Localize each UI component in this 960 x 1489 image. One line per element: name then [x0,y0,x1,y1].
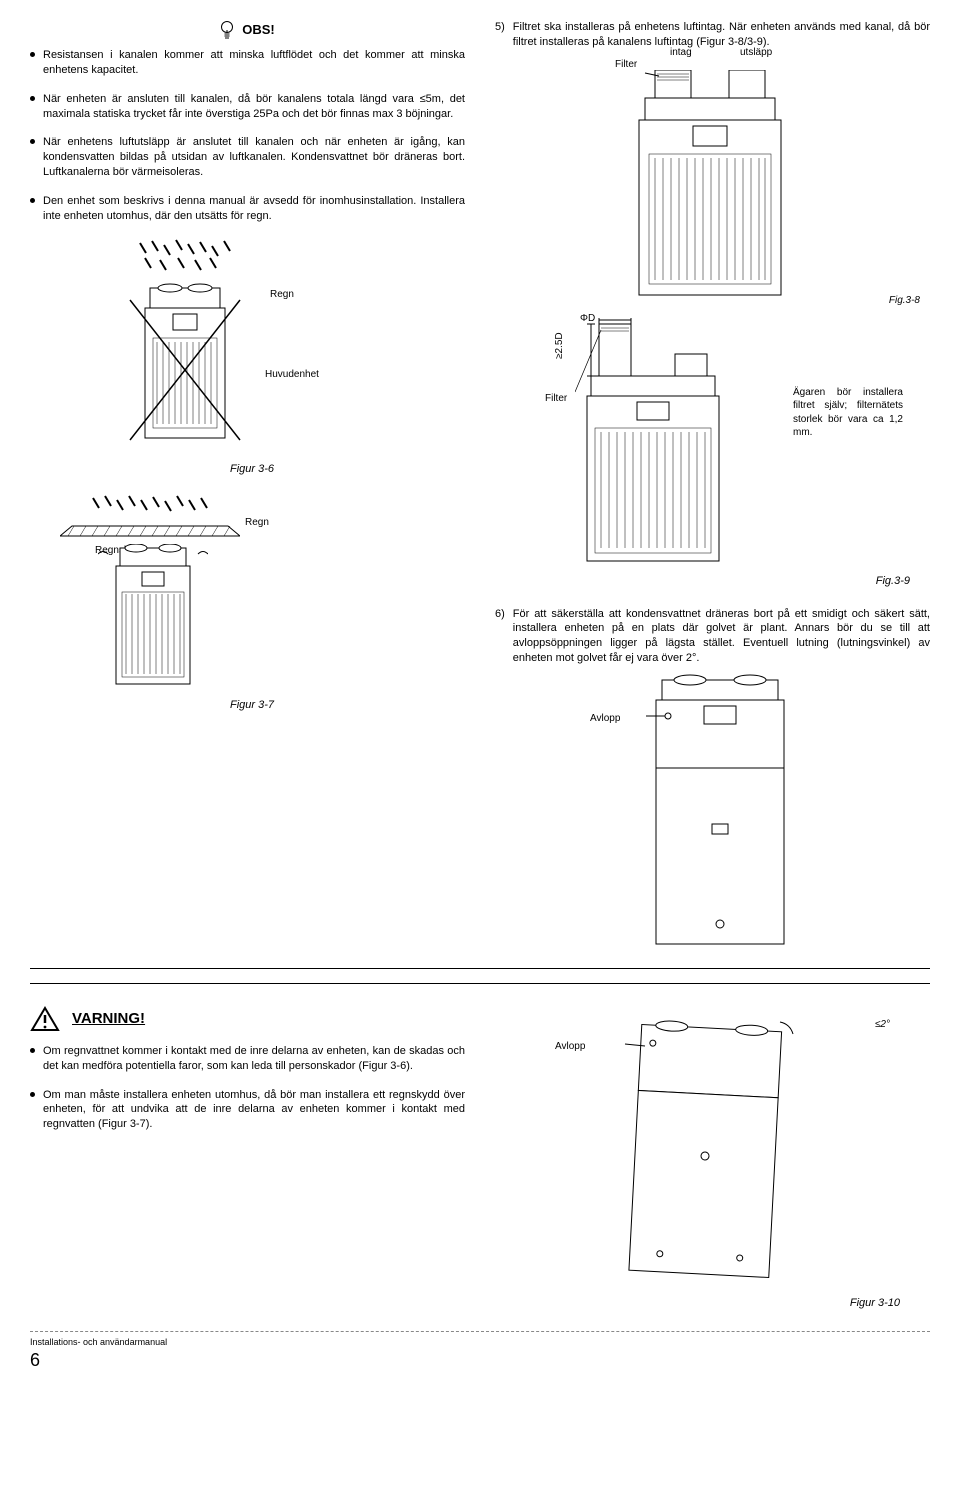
unit-icon-2 [98,544,208,694]
figure-3-6: Regn Huvudenhet [70,238,370,458]
bullet-dot [30,1048,35,1053]
warning-triangle-icon [30,1006,60,1032]
bullet-4-text: Den enhet som beskrivs i denna manual är… [43,194,465,224]
label-angle: ≤2° [875,1018,890,1032]
item-5: 5) Filtret ska installeras på enhetens l… [495,20,930,50]
bullet-2-text: När enheten är ansluten till kanalen, då… [43,92,465,122]
label-25d: ≥2.5D [553,332,567,359]
page-number: 6 [30,1348,930,1372]
varning-bullet-1: Om regnvattnet kommer i kontakt med de i… [30,1044,465,1074]
page-footer: Installations- och användarmanual 6 [30,1331,930,1372]
item-6-text: För att säkerställa att kondensvattnet d… [513,607,930,666]
unit-fig38-icon [615,70,825,305]
num-6: 6) [495,607,505,666]
bullet-dot [30,198,35,203]
footer-text: Installations- och användarmanual [30,1336,930,1348]
varning-bullet-2: Om man måste installera enheten utomhus,… [30,1088,465,1133]
bullet-1-text: Resistansen i kanalen kommer att minska … [43,48,465,78]
figure-3-10: Avlopp ≤2° [495,1016,930,1296]
figure-3-9: ΦD ≥2.5D Filter [495,314,930,574]
divider-1 [30,968,930,969]
figure-3-7: Regn Regnskydd [50,494,380,694]
rain-icon-2 [85,494,215,522]
fig-3-10-label: Figur 3-10 [495,1296,900,1311]
label-avlopp-1: Avlopp [590,712,620,726]
bullet-2: När enheten är ansluten till kanalen, då… [30,92,465,122]
rain-shield-icon [60,520,240,540]
obs-header: OBS! [30,20,465,40]
lightbulb-icon [220,20,234,40]
fig-3-7-label: Figur 3-7 [230,698,465,713]
label-huvudenhet: Huvudenhet [265,368,319,382]
label-intag: intag [670,46,692,60]
bullet-1: Resistansen i kanalen kommer att minska … [30,48,465,78]
bullet-3: När enhetens luftutsläpp är anslutet til… [30,135,465,180]
num-5: 5) [495,20,505,50]
filter-owner-note: Ägaren bör installera filtret själv; fil… [793,386,903,440]
bullet-dot [30,1092,35,1097]
fig-3-8-label: Fig.3-8 [889,294,920,308]
unit-crossed-icon [125,280,245,450]
obs-title: OBS! [242,21,275,39]
fig-3-9-label: Fig.3-9 [495,574,910,589]
varning-header: VARNING! [30,1006,465,1032]
label-filter-2: Filter [545,392,567,406]
label-utslapp: utsläpp [740,46,772,60]
bullet-dot [30,96,35,101]
item-6: 6) För att säkerställa att kondensvattne… [495,607,930,666]
varning-title: VARNING! [72,1009,145,1029]
figure-3-8: Filter intag utsläpp [495,58,930,308]
bullet-4: Den enhet som beskrivs i denna manual är… [30,194,465,224]
rain-icon [130,238,250,278]
item-5-text: Filtret ska installeras på enhetens luft… [513,20,930,50]
label-regn-2: Regn [245,516,269,530]
bullet-3-text: När enhetens luftutsläpp är anslutet til… [43,135,465,180]
unit-tilted-icon [605,1016,835,1291]
label-avlopp-2: Avlopp [555,1040,585,1054]
unit-tall-icon [640,674,810,949]
label-regn: Regn [270,288,294,302]
bullet-dot [30,52,35,57]
unit-fig39-icon [575,318,775,568]
bullet-dot [30,139,35,144]
divider-2 [30,983,930,984]
varning-b1-text: Om regnvattnet kommer i kontakt med de i… [43,1044,465,1074]
figure-6-unit: Avlopp [495,674,930,954]
fig-3-6-label: Figur 3-6 [230,462,465,477]
varning-b2-text: Om man måste installera enheten utomhus,… [43,1088,465,1133]
